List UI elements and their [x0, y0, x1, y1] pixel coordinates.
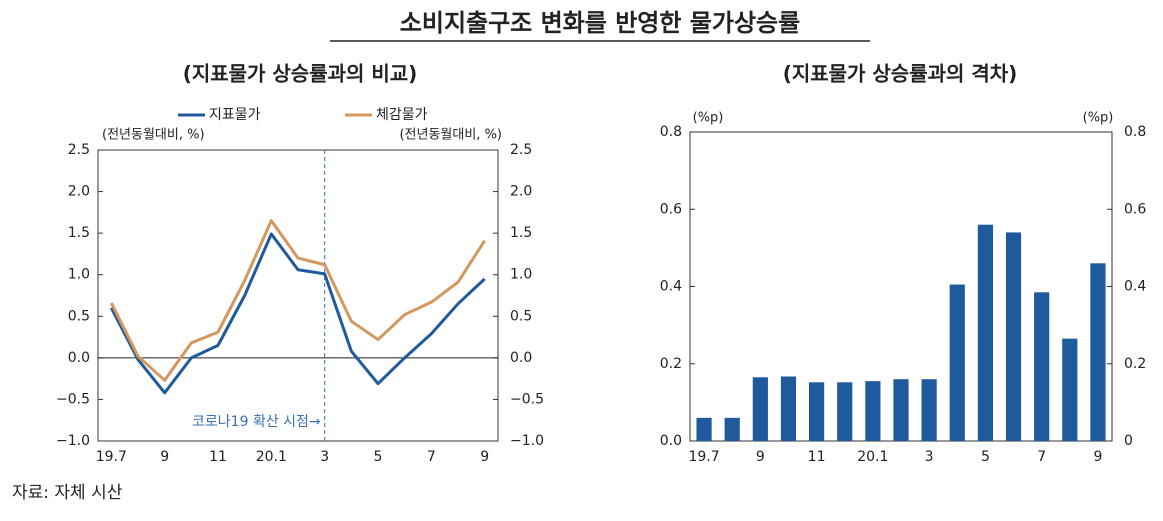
y2-tick-label: 0.6: [1124, 201, 1146, 217]
x-tick-label: 9: [756, 449, 765, 465]
bar: [1034, 292, 1050, 441]
y-tick-label: 1.0: [68, 267, 90, 283]
y-tick-label: 0.0: [660, 433, 682, 449]
y2-unit-label: (%p): [1083, 111, 1114, 126]
chart-subtitle: (지표물가 상승률과의 격차): [783, 62, 1018, 86]
x-tick-label: 9: [480, 449, 489, 465]
x-tick-label: 7: [1037, 449, 1046, 465]
bar: [921, 379, 937, 441]
y-unit-label: (%p): [693, 111, 724, 126]
bar: [893, 379, 909, 441]
y-tick-label: 0.8: [660, 124, 682, 140]
y-tick-label: 2.0: [68, 184, 90, 200]
y-tick-label: 0.5: [68, 308, 90, 324]
x-tick-label: 11: [209, 449, 227, 465]
y-tick-label: −1.0: [56, 433, 90, 449]
y-tick-label: 1.5: [68, 225, 90, 241]
x-tick-label: 11: [808, 449, 826, 465]
bar: [949, 284, 965, 441]
y-tick-label: 0.4: [660, 279, 682, 295]
x-tick-label: 7: [427, 449, 436, 465]
x-tick-label: 3: [925, 449, 934, 465]
y2-tick-label: 1.5: [510, 225, 532, 241]
bar: [1062, 338, 1078, 441]
x-tick-label: 9: [1093, 449, 1102, 465]
y-tick-label: −0.5: [56, 391, 90, 407]
y2-tick-label: 0.4: [1124, 279, 1146, 295]
y2-tick-label: −0.5: [510, 391, 544, 407]
y2-tick-label: 2.0: [510, 184, 532, 200]
legend-label: 체감물가: [376, 107, 428, 123]
chart-subtitle: (지표물가 상승률과의 비교): [183, 62, 418, 86]
y2-tick-label: 0.8: [1124, 124, 1146, 140]
y2-tick-label: 1.0: [510, 267, 532, 283]
bar: [977, 224, 993, 441]
x-tick-label: 3: [320, 449, 329, 465]
x-tick-label: 20.1: [256, 449, 287, 465]
y-tick-label: 2.5: [68, 142, 90, 158]
bar: [696, 417, 712, 441]
bar: [865, 381, 881, 441]
y-tick-label: 0.6: [660, 201, 682, 217]
line-series: [110, 232, 486, 395]
page-title: 소비지출구조 변화를 반영한 물가상승률: [400, 9, 800, 37]
annotation: 코로나19 확산 시점→: [192, 414, 321, 430]
x-tick-label: 19.7: [688, 449, 719, 465]
x-tick-label: 5: [374, 449, 383, 465]
line-series: [109, 219, 486, 382]
plot-frame: [97, 149, 499, 442]
y2-tick-label: 0: [1124, 433, 1133, 449]
y2-tick-label: 0.2: [1124, 356, 1146, 372]
source-note: 자료: 자체 시산: [12, 483, 123, 503]
x-tick-label: 9: [160, 449, 169, 465]
bar: [724, 417, 740, 441]
y-tick-label: 0.2: [660, 356, 682, 372]
y-unit-label: (전년동월대비, %): [102, 128, 205, 143]
bar: [780, 376, 797, 441]
x-tick-label: 19.7: [96, 449, 127, 465]
y2-tick-label: 0.0: [510, 350, 532, 366]
y2-tick-label: 2.5: [510, 142, 532, 158]
bar: [837, 382, 853, 441]
x-tick-label: 5: [981, 449, 990, 465]
y2-tick-label: −1.0: [510, 433, 544, 449]
bar: [1005, 232, 1022, 441]
bar: [1090, 263, 1106, 441]
y2-unit-label: (전년동월대비, %): [399, 128, 502, 143]
bar: [752, 377, 768, 441]
bar: [809, 382, 825, 441]
legend-label: 지표물가: [209, 107, 261, 123]
y-tick-label: 0.0: [68, 350, 90, 366]
x-tick-label: 20.1: [857, 449, 888, 465]
y2-tick-label: 0.5: [510, 308, 532, 324]
